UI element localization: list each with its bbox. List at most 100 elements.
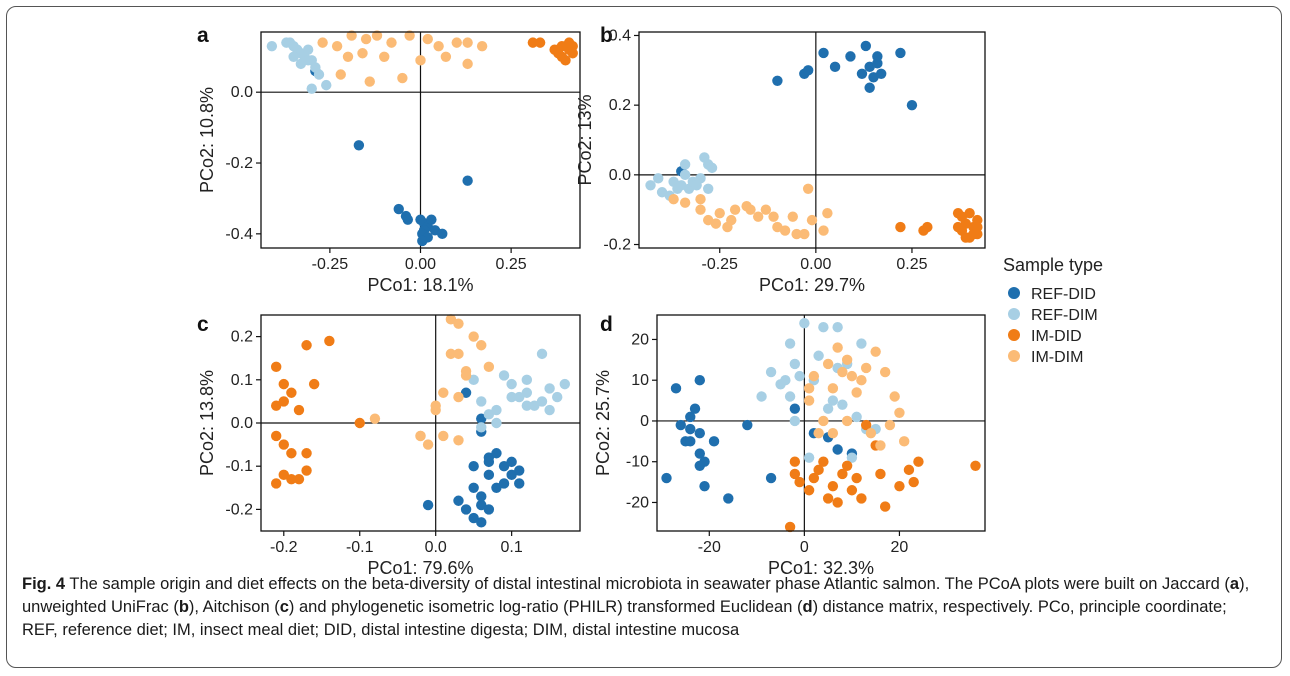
data-point (695, 194, 706, 205)
data-point (802, 183, 814, 194)
y-tick-label: 0.4 (609, 27, 631, 44)
data-point (694, 375, 705, 386)
data-point (360, 33, 372, 45)
caption-part: d (802, 598, 813, 616)
series-im-did (895, 207, 983, 243)
data-point (803, 452, 815, 463)
caption-part: The sample origin and diet effects on th… (69, 575, 1230, 593)
data-point (768, 211, 779, 222)
data-point (913, 456, 924, 467)
data-point (813, 427, 824, 439)
data-point (714, 207, 725, 219)
data-point (870, 346, 881, 357)
y-tick-label: 0.2 (231, 329, 253, 346)
data-point (301, 465, 312, 476)
data-point (872, 51, 883, 62)
data-point (846, 452, 858, 463)
y-tick-label: 0.0 (231, 84, 253, 101)
x-tick-label: 0 (800, 539, 809, 556)
data-point (799, 317, 810, 329)
legend: Sample type REF-DID REF-DIM IM-DID IM-DIM (1003, 255, 1103, 366)
data-point (468, 461, 479, 472)
caption-label: Fig. 4 (22, 575, 66, 593)
data-point (426, 214, 437, 225)
data-point (476, 396, 487, 407)
data-point (301, 340, 312, 351)
data-point (534, 37, 546, 48)
data-point (822, 358, 834, 370)
y-tick-label: -0.4 (225, 226, 253, 243)
data-point (498, 478, 510, 489)
data-point (402, 214, 414, 225)
data-point (784, 391, 796, 402)
x-tick-label: -0.1 (346, 539, 374, 556)
y-tick-label: -0.2 (225, 501, 253, 518)
data-point (476, 491, 487, 502)
data-point (433, 40, 444, 52)
data-point (270, 400, 282, 411)
data-point (846, 370, 858, 382)
data-point (760, 204, 772, 215)
legend-label: REF-DID (1031, 286, 1096, 303)
x-axis-label: PCo1: 32.3% (768, 558, 874, 578)
data-point (514, 478, 525, 489)
legend-label: IM-DID (1031, 328, 1082, 345)
data-point (895, 47, 906, 59)
x-tick-label: 0.25 (896, 256, 927, 273)
data-point (514, 391, 525, 403)
data-point (827, 427, 839, 439)
data-point (302, 44, 314, 55)
data-point (404, 30, 415, 41)
data-point (964, 207, 975, 219)
data-point (846, 485, 858, 496)
data-point (422, 33, 433, 45)
data-point (818, 225, 829, 236)
data-point (369, 413, 381, 424)
data-point (468, 374, 479, 385)
caption-part: ), unweighted UniFrac ( (22, 575, 1250, 616)
data-point (841, 460, 853, 471)
data-point (453, 348, 464, 360)
data-point (799, 228, 810, 240)
legend-marker (1008, 329, 1020, 341)
data-point (308, 378, 320, 390)
data-point (813, 464, 824, 476)
data-point (460, 365, 472, 377)
data-point (756, 391, 767, 402)
data-point (397, 72, 408, 84)
data-point (784, 338, 796, 349)
data-point (321, 79, 332, 91)
series-ref-dim (645, 152, 718, 201)
data-point (841, 354, 853, 366)
data-point (856, 68, 868, 80)
panel-d: d -20 0 20 20 10 0 -10 -20 PCo1: 32.3% PCo2: 25.7% (593, 313, 986, 578)
data-point (521, 387, 533, 398)
data-point (706, 162, 718, 174)
data-point (860, 419, 872, 431)
data-point (278, 396, 289, 407)
data-point (806, 214, 818, 226)
data-point (694, 448, 705, 459)
data-point (553, 44, 564, 55)
data-point (371, 30, 383, 41)
data-point (661, 472, 672, 484)
data-point (324, 335, 335, 347)
data-point (506, 378, 517, 390)
data-point (685, 436, 696, 447)
x-axis-label: PCo1: 79.6% (367, 558, 473, 578)
data-point (860, 362, 872, 374)
data-point (789, 403, 801, 414)
series-im-did (270, 335, 365, 489)
data-point (357, 48, 368, 59)
y-axis-label: PCo2: 25.7% (593, 370, 613, 476)
series-im-dim (369, 314, 495, 450)
data-point (729, 204, 741, 215)
y-tick-label: 0.2 (609, 97, 631, 114)
data-point (726, 214, 737, 226)
y-tick-label: -0.1 (225, 458, 253, 475)
data-point (813, 350, 824, 361)
data-point (876, 68, 887, 80)
data-point (288, 51, 299, 62)
data-point (952, 221, 964, 233)
data-point (789, 358, 801, 370)
